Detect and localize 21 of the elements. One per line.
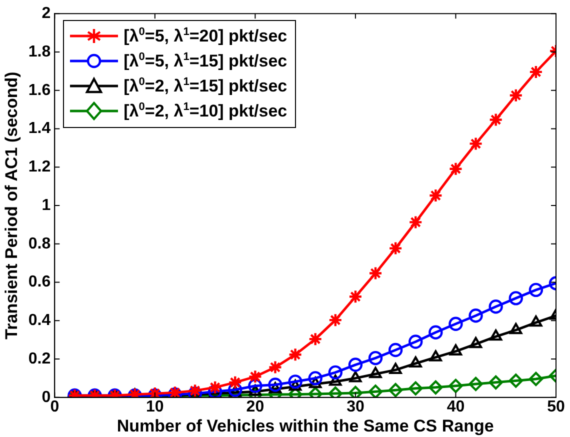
x-tick-label: 30	[346, 398, 364, 416]
y-axis-title: Transient Period of AC1 (second)	[2, 72, 21, 340]
y-tick-label: 1.4	[28, 120, 51, 138]
x-tick-label: 50	[547, 398, 565, 416]
y-tick-label: 1.2	[28, 158, 51, 176]
x-tick-label: 10	[146, 398, 164, 416]
y-tick-label: 0.6	[28, 274, 51, 291]
x-axis-title: Number of Vehicles within the Same CS Range	[116, 416, 494, 436]
y-tick-label: 1.8	[28, 43, 51, 60]
y-tick-label: 1	[42, 196, 51, 214]
legend-label: [λ$^{0}$=5, λ$^{1}$=15] pkt/sec	[124, 50, 288, 72]
y-tick-label: 1.6	[28, 82, 51, 99]
legend-label: [λ$^{0}$=2, λ$^{1}$=10] pkt/sec	[124, 100, 288, 122]
x-tick-label: 40	[446, 398, 465, 416]
legend-label: [λ$^{0}$=5, λ$^{1}$=20] pkt/sec	[124, 26, 288, 46]
y-tick-label: 0.4	[28, 312, 51, 330]
x-tick-label: 20	[246, 398, 264, 416]
y-tick-label: 0.2	[28, 350, 51, 368]
legend-label: [λ$^{0}$=2, λ$^{1}$=15] pkt/sec	[124, 76, 288, 96]
y-tick-label: 2	[42, 5, 51, 22]
y-tick-label: 0.8	[28, 235, 51, 252]
